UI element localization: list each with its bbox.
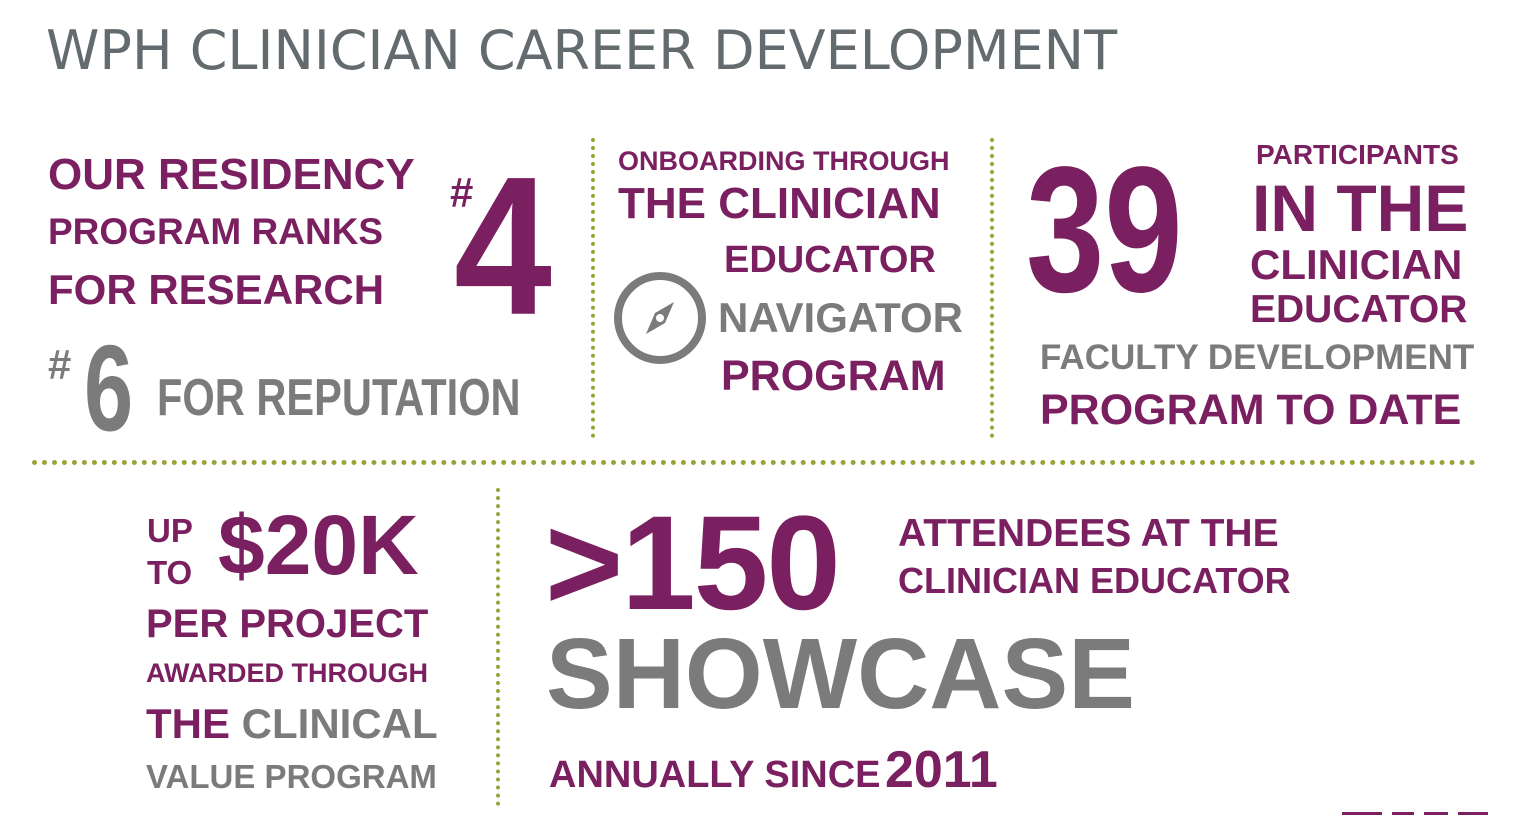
residency-line-3: FOR RESEARCH [48, 266, 385, 313]
faculty-line-3: CLINICIAN [1250, 241, 1463, 288]
navigator-line-2: THE CLINICIAN [618, 179, 941, 228]
rank-reputation-value: 6 [84, 320, 134, 458]
showcase-word: SHOWCASE [546, 618, 1135, 730]
rank-research-value: 4 [454, 136, 552, 357]
grant-line-4: VALUE PROGRAM [146, 758, 437, 795]
navigator-line-3: EDUCATOR [724, 239, 936, 281]
rank-reputation-number: 6 [84, 328, 142, 451]
navigator-line-1: ONBOARDING THROUGH [618, 146, 950, 176]
grant-line-1: PER PROJECT [146, 602, 429, 646]
faculty-line-6: PROGRAM TO DATE [1040, 386, 1462, 434]
navigator-line-4: NAVIGATOR [718, 294, 964, 341]
showcase-number: >150 [545, 489, 841, 638]
faculty-line-5: FACULTY DEVELOPMENT [1040, 338, 1475, 377]
grant-line-3-clinical: CLINICAL [241, 700, 438, 747]
divider-vertical-3 [496, 488, 500, 806]
grant-up: UP [147, 512, 193, 549]
faculty-number-value: 39 [1026, 128, 1183, 330]
showcase-line-1: ATTENDEES AT THE [898, 512, 1279, 555]
rank-research-number: 4 [454, 148, 552, 345]
faculty-line-2: IN THE [1252, 171, 1469, 245]
logo-fragment [1342, 806, 1492, 815]
showcase-year: 2011 [884, 741, 998, 799]
reputation-label: FOR REPUTATION [157, 369, 521, 427]
grant-line-3: THE CLINICAL [146, 703, 438, 745]
navigator-line-5: PROGRAM [721, 352, 946, 400]
residency-line-2: PROGRAM RANKS [48, 211, 384, 252]
showcase-annual: ANNUALLY SINCE 2011 [549, 744, 998, 796]
faculty-line-4: EDUCATOR [1250, 288, 1468, 331]
grant-amount: $20K [218, 498, 419, 592]
grant-line-3-the: THE [146, 700, 230, 747]
rank-research-hash: # [450, 169, 474, 216]
page-title: WPH CLINICIAN CAREER DEVELOPMENT [46, 19, 1118, 82]
divider-vertical-1 [591, 138, 595, 438]
faculty-number: 39 [1026, 139, 1204, 318]
showcase-annual-label: ANNUALLY SINCE [549, 754, 881, 796]
showcase-line-2: CLINICIAN EDUCATOR [898, 560, 1291, 601]
grant-to: TO [147, 554, 193, 591]
faculty-line-1: PARTICIPANTS [1256, 139, 1459, 170]
grant-line-2: AWARDED THROUGH [146, 658, 428, 688]
divider-vertical-2 [990, 138, 994, 438]
compass-icon [612, 270, 708, 366]
rank-reputation-hash: # [48, 341, 72, 388]
divider-horizontal [32, 460, 1476, 465]
residency-line-1: OUR RESIDENCY [48, 150, 415, 199]
